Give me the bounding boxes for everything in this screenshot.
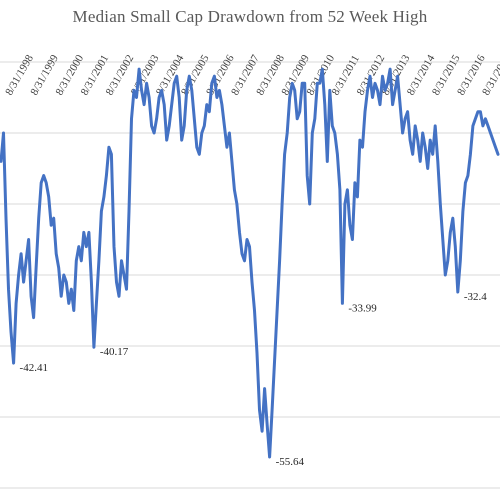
data-label: -42.41 [20, 362, 48, 374]
series-line [0, 67, 500, 459]
data-label: -55.64 [276, 456, 305, 468]
chart-title: Median Small Cap Drawdown from 52 Week H… [73, 7, 428, 26]
gridlines [0, 61, 500, 489]
data-label: -40.17 [100, 346, 129, 358]
series-layer [0, 67, 500, 459]
data-label: -32.4 [464, 291, 487, 303]
data-label: -33.99 [348, 302, 377, 314]
x-tick-labels: 8/31/19988/31/19998/31/20008/31/20018/31… [3, 52, 500, 97]
data-labels: -42.41 -40.17 -55.64 -33.99 -32.4 [20, 291, 488, 468]
